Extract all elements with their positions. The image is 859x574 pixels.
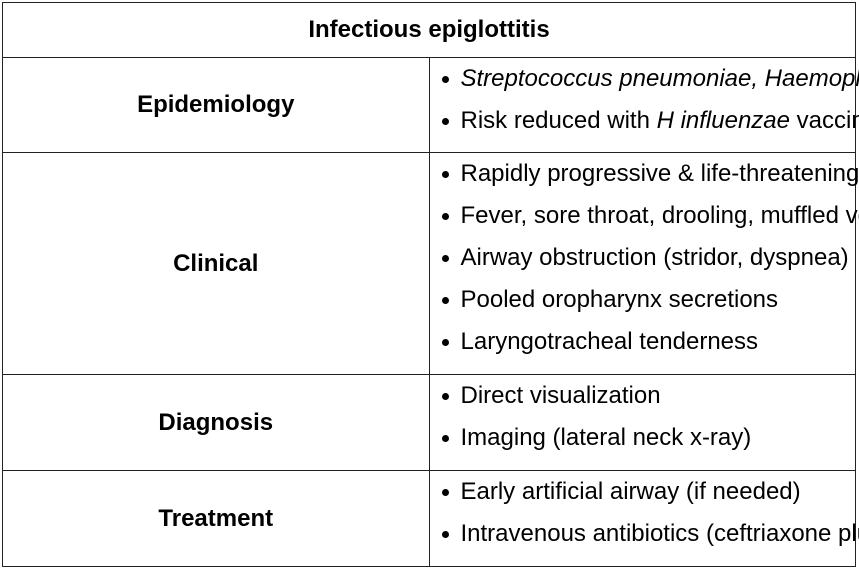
list-item: Direct visualization (430, 375, 856, 417)
bullet-list: Direct visualization Imaging (lateral ne… (430, 375, 856, 459)
row-content-clinical: Rapidly progressive & life-threatening F… (428, 152, 859, 375)
row-label-treatment: Treatment (2, 470, 430, 567)
table-row-clinical: Clinical Rapidly progressive & life-thre… (2, 152, 859, 375)
bullet-icon (441, 76, 449, 83)
list-item: Streptococcus pneumoniae, Haemophilus in… (430, 58, 859, 100)
item-text: Early artificial airway (if needed) (460, 478, 801, 505)
list-item: Fever, sore throat, drooling, muffled vo… (430, 195, 859, 237)
item-text: Airway obstruction (stridor, dyspnea) (460, 244, 849, 271)
list-item: Imaging (lateral neck x-ray) (430, 417, 856, 459)
list-item: Laryngotracheal tenderness (430, 321, 856, 363)
list-item: Intravenous antibiotics (ceftriaxone plu… (430, 513, 859, 555)
bullet-icon (441, 531, 449, 538)
bullet-icon (441, 393, 449, 400)
item-text: Rapidly progressive & life-threatening (460, 160, 859, 187)
table-title: Infectious epiglottitis (2, 2, 856, 58)
item-text: Imaging (lateral neck x-ray) (460, 424, 752, 451)
bullet-icon (441, 297, 449, 304)
table-row-diagnosis: Diagnosis Direct visualization Imaging (… (2, 374, 856, 471)
list-item: Early artificial airway (if needed) (430, 471, 856, 513)
bullet-icon (441, 339, 449, 346)
bullet-list: Streptococcus pneumoniae, Haemophilus in… (430, 58, 859, 142)
bullet-icon (441, 489, 449, 496)
row-content-epidemiology: Streptococcus pneumoniae, Haemophilus in… (428, 57, 859, 153)
row-content-treatment: Early artificial airway (if needed) Intr… (428, 470, 859, 567)
row-label-epidemiology: Epidemiology (2, 57, 430, 153)
bullet-list: Early artificial airway (if needed) Intr… (430, 471, 859, 555)
item-text: Direct visualization (460, 382, 661, 409)
bullet-icon (441, 171, 449, 178)
table-row-treatment: Treatment Early artificial airway (if ne… (2, 470, 859, 567)
row-content-diagnosis: Direct visualization Imaging (lateral ne… (428, 374, 856, 471)
item-text-italic: H influenzae (656, 107, 790, 134)
row-label-clinical: Clinical (2, 152, 430, 375)
bullet-list: Rapidly progressive & life-threatening F… (430, 153, 859, 363)
list-item: Airway obstruction (stridor, dyspnea) (430, 237, 856, 279)
bullet-icon (441, 255, 449, 262)
item-text: Streptococcus pneumoniae, Haemophilus in… (460, 65, 859, 92)
bullet-icon (441, 118, 449, 125)
bullet-icon (441, 435, 449, 442)
table-row-epidemiology: Epidemiology Streptococcus pneumoniae, H… (2, 57, 859, 153)
list-item: Rapidly progressive & life-threatening (430, 153, 859, 195)
item-text: Pooled oropharynx secretions (460, 286, 779, 313)
item-text: Fever, sore throat, drooling, muffled vo… (460, 202, 859, 229)
list-item: Pooled oropharynx secretions (430, 279, 856, 321)
item-text: Laryngotracheal tenderness (460, 328, 759, 355)
item-text-pre: Risk reduced with (460, 107, 657, 134)
item-text: Intravenous antibiotics (ceftriaxone plu… (460, 520, 859, 547)
list-item: Risk reduced with H influenzae vaccinati… (430, 100, 859, 142)
item-text-post: vaccination (796, 107, 859, 134)
row-label-diagnosis: Diagnosis (2, 374, 430, 471)
bullet-icon (441, 213, 449, 220)
